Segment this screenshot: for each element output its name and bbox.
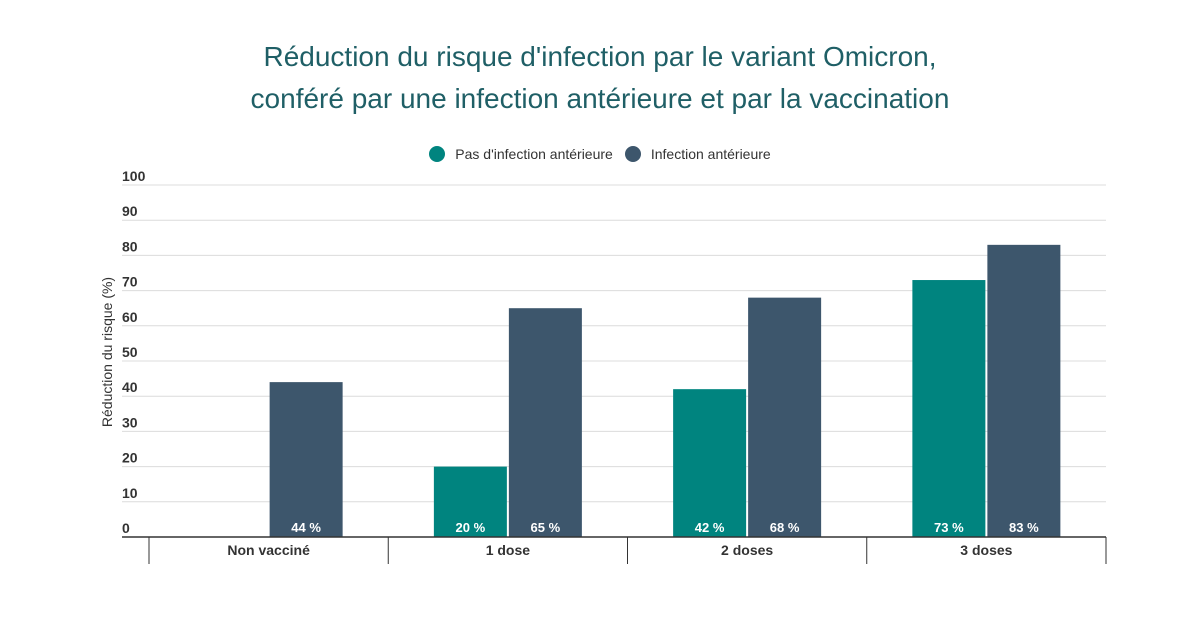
bar-value-label: 68 % [770, 520, 800, 535]
legend-item-prior-infection: Infection antérieure [624, 146, 771, 162]
bars: 44 % 20 % 65 % 42 % 68 % 73 % 83 % [269, 244, 1061, 537]
y-tick-label: 50 [122, 344, 138, 360]
x-category-label: 3 doses [960, 542, 1012, 558]
y-tick-label: 0 [122, 520, 130, 536]
bar [433, 466, 507, 537]
y-tick-label: 60 [122, 309, 138, 325]
bar [673, 389, 747, 537]
bar [508, 308, 582, 537]
y-tick-label: 10 [122, 485, 138, 501]
x-category-label: 2 doses [721, 542, 773, 558]
legend-label-prior-infection: Infection antérieure [650, 146, 771, 162]
bar-value-label: 20 % [456, 520, 486, 535]
x-category-label: 1 dose [486, 542, 531, 558]
bar-value-label: 73 % [934, 520, 964, 535]
legend-item-no-prior-infection: Pas d'infection antérieure [429, 146, 613, 162]
bar [269, 382, 343, 537]
bar [987, 244, 1061, 537]
bar-value-label: 65 % [531, 520, 561, 535]
chart-title: Réduction du risque d'infection par le v… [0, 36, 1200, 120]
bar [748, 297, 822, 537]
y-tick-label: 70 [122, 274, 138, 290]
bar-value-label: 44 % [291, 520, 321, 535]
x-category-label: Non vacciné [227, 542, 310, 558]
legend-swatch-no-prior-infection [429, 146, 446, 162]
chart-title-line-2: conféré par une infection antérieure et … [250, 83, 950, 114]
y-tick-label: 80 [122, 238, 138, 254]
y-tick-label: 90 [122, 203, 138, 219]
y-axis-ticks: 0 10 20 30 40 50 60 70 80 90 100 [122, 168, 146, 536]
bar [912, 280, 986, 537]
legend-label-no-prior-infection: Pas d'infection antérieure [455, 146, 613, 162]
y-tick-label: 100 [122, 168, 146, 184]
chart-title-line-1: Réduction du risque d'infection par le v… [263, 41, 937, 72]
bar-value-label: 42 % [695, 520, 725, 535]
x-axis: Non vacciné 1 dose 2 doses 3 doses [122, 536, 1107, 564]
chart-legend: Pas d'infection antérieure Infection ant… [0, 146, 1200, 162]
y-tick-label: 20 [122, 450, 138, 466]
y-tick-label: 30 [122, 414, 138, 430]
y-axis-label: Réduction du risque (%) [99, 277, 115, 427]
bar-value-label: 83 % [1009, 520, 1039, 535]
legend-swatch-prior-infection [624, 146, 641, 162]
y-tick-label: 40 [122, 379, 138, 395]
